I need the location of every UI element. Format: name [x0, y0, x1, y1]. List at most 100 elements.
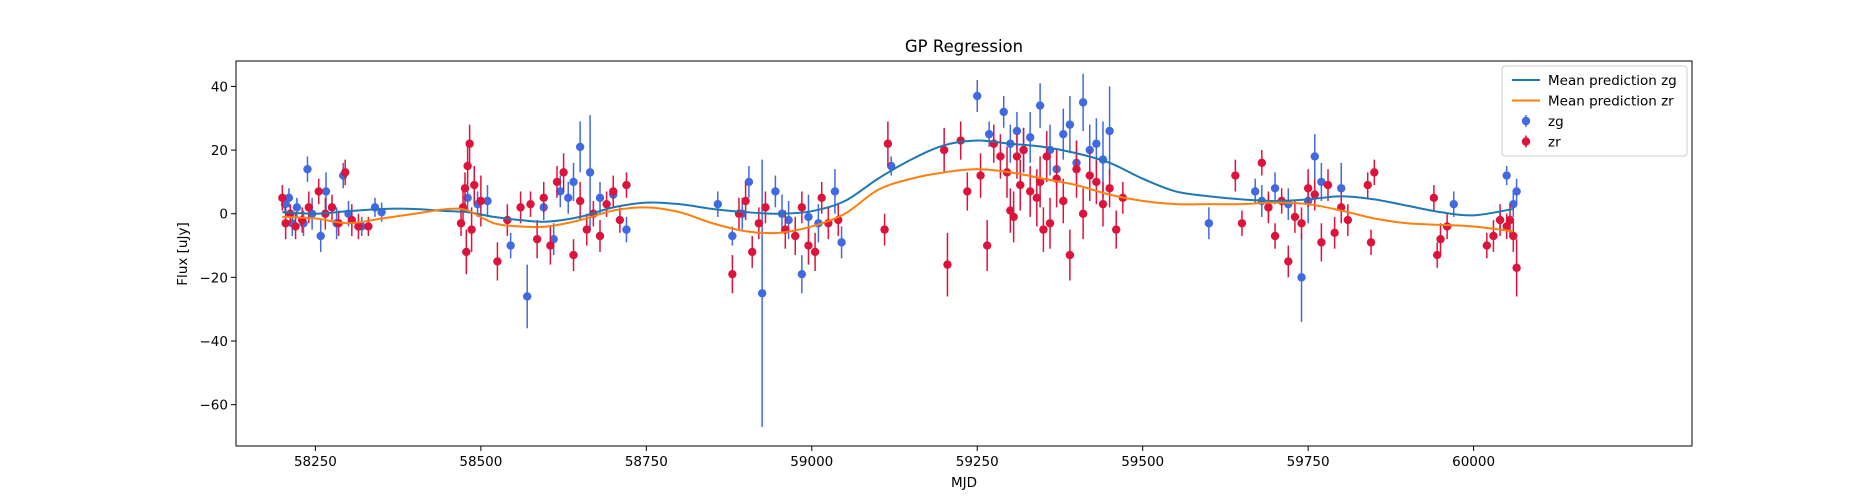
y-tick-label: −60: [200, 398, 229, 414]
data-point-zr: [1035, 177, 1045, 187]
data-point-zr: [982, 241, 992, 250]
data-point-zr: [327, 203, 337, 212]
legend-label-zg-line: Mean prediction zg: [1548, 73, 1677, 89]
data-point-zr: [1310, 190, 1319, 199]
data-point-zr: [1343, 215, 1353, 225]
data-point-zr: [463, 161, 472, 171]
data-point-zr: [354, 222, 363, 231]
data-point-zr: [1495, 215, 1505, 225]
data-point-zg: [1092, 139, 1101, 148]
data-point-zr: [552, 177, 562, 187]
data-point-zr: [1442, 222, 1452, 231]
data-point-zg: [585, 168, 595, 177]
data-point-zg: [1502, 171, 1511, 180]
data-point-zr: [582, 225, 591, 234]
data-point-zr: [761, 203, 770, 212]
data-point-zg: [984, 129, 994, 139]
data-point-zr: [1237, 219, 1247, 228]
data-point-zr: [341, 168, 350, 177]
data-point-zr: [314, 187, 323, 196]
data-point-zr: [1436, 234, 1445, 244]
data-point-zg: [1337, 184, 1346, 193]
data-point-zr: [996, 152, 1005, 161]
data-point-zr: [526, 199, 535, 209]
data-point-zg: [303, 164, 312, 174]
data-point-zg: [797, 269, 807, 279]
data-point-zr: [1112, 225, 1121, 234]
data-point-zr: [304, 203, 313, 212]
data-point-zr: [503, 215, 512, 225]
data-point-zg: [784, 215, 793, 225]
data-point-zg: [1012, 126, 1022, 136]
data-point-zr: [1502, 222, 1511, 231]
x-tick-label: 60000: [1452, 454, 1495, 470]
data-point-zg: [1065, 120, 1075, 129]
data-point-zr: [456, 219, 466, 228]
data-point-zr: [609, 187, 618, 196]
legend-label-zg-points: zg: [1548, 114, 1564, 130]
data-point-zg: [771, 187, 780, 196]
data-point-zr: [1264, 203, 1273, 212]
data-point-zr: [1370, 168, 1379, 177]
data-point-zg: [1512, 187, 1521, 196]
data-point-zg: [556, 187, 565, 196]
legend-swatch-zg-points: [1521, 116, 1531, 126]
mean-line-zr: [282, 168, 1514, 235]
data-point-zr: [1482, 241, 1492, 250]
data-point-zr: [622, 180, 631, 190]
data-point-zr: [615, 215, 625, 225]
data-point-zr: [1366, 238, 1376, 247]
x-tick-label: 58250: [294, 454, 337, 470]
data-point-zr: [1078, 209, 1088, 218]
data-point-zg: [1317, 177, 1326, 187]
data-point-zr: [462, 247, 471, 257]
x-tick-label: 59250: [956, 454, 999, 470]
data-point-zr: [1433, 250, 1442, 260]
data-point-zr: [939, 145, 949, 155]
legend-swatch-zr-points: [1521, 137, 1531, 146]
y-tick-label: −20: [200, 270, 229, 286]
data-point-zg: [549, 234, 558, 244]
data-point-zr: [810, 247, 820, 257]
data-point-zr: [460, 184, 470, 193]
data-point-zg: [1509, 199, 1518, 209]
data-point-zg: [999, 107, 1008, 117]
data-point-zg: [1035, 101, 1045, 110]
legend-label-zr-line: Mean prediction zr: [1548, 94, 1674, 110]
data-point-zg: [321, 187, 331, 196]
axes: 58250 58500 58750 59000 59250 59500 59750 60000…: [200, 60, 1693, 470]
data-point-zr: [741, 196, 750, 206]
data-point-zr: [797, 203, 807, 212]
data-point-zr: [476, 196, 486, 206]
data-point-zr: [791, 231, 800, 241]
data-point-zg: [837, 238, 846, 247]
data-point-zr: [1032, 193, 1042, 203]
data-point-zr: [281, 219, 290, 228]
x-axis-label: MJD: [951, 475, 977, 491]
legend-label-zr-points: zr: [1548, 135, 1561, 151]
data-point-zr: [804, 241, 813, 250]
data-point-zg: [523, 292, 532, 301]
data-point-zg: [1251, 187, 1260, 196]
data-point-zr: [1092, 177, 1101, 187]
data-point-zr: [1231, 171, 1240, 180]
data-point-zr: [728, 269, 737, 279]
data-point-zr: [963, 187, 972, 196]
data-point-zg: [316, 231, 325, 241]
data-point-zr: [1042, 152, 1051, 161]
data-point-zg: [1025, 133, 1035, 142]
data-point-zg: [1310, 152, 1319, 161]
data-point-zr: [754, 219, 764, 228]
plot-area: [278, 73, 1521, 427]
x-tick-label: 59750: [1287, 454, 1330, 470]
data-point-zg: [887, 161, 896, 171]
data-point-zr: [559, 168, 568, 177]
data-point-zr: [976, 171, 985, 180]
data-point-zg: [1297, 273, 1306, 282]
data-point-zr: [467, 225, 476, 234]
axes-frame: [235, 60, 1693, 447]
data-point-zr: [1045, 219, 1055, 228]
data-point-zr: [602, 199, 611, 209]
data-point-zr: [1330, 228, 1339, 238]
